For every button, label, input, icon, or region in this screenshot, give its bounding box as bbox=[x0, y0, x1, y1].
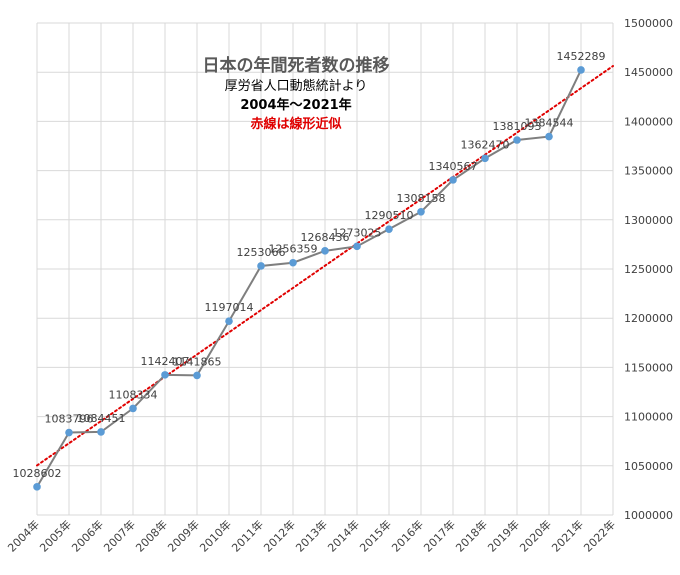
trendline bbox=[36, 65, 614, 467]
y-tick-label: 1150000 bbox=[624, 361, 673, 374]
data-point bbox=[417, 207, 425, 216]
x-tick-label: 2011年 bbox=[229, 517, 266, 554]
data-label: 1308158 bbox=[397, 192, 446, 205]
data-label: 1142407 bbox=[141, 355, 190, 368]
data-label: 1108334 bbox=[109, 388, 158, 401]
data-point bbox=[577, 66, 585, 74]
x-tick-label: 2016年 bbox=[389, 517, 426, 554]
data-label: 1141865 bbox=[173, 355, 222, 368]
x-tick-label: 2004年 bbox=[5, 517, 42, 554]
y-tick-label: 1450000 bbox=[624, 66, 673, 79]
x-tick-label: 2010年 bbox=[197, 517, 234, 554]
series-layer bbox=[33, 66, 585, 491]
x-tick-label: 2018年 bbox=[453, 517, 490, 554]
y-tick-label: 1400000 bbox=[624, 115, 673, 128]
data-point bbox=[257, 262, 265, 270]
data-point bbox=[193, 371, 201, 380]
data-point bbox=[161, 371, 169, 379]
data-point bbox=[289, 258, 297, 267]
data-label: 1256359 bbox=[269, 243, 318, 256]
data-label: 1083796 bbox=[45, 413, 94, 426]
x-tick-label: 2007年 bbox=[101, 517, 138, 554]
data-point bbox=[545, 132, 553, 141]
data-point bbox=[225, 317, 233, 325]
data-point bbox=[385, 225, 393, 233]
x-tick-label: 2009年 bbox=[165, 517, 202, 554]
data-point bbox=[97, 428, 105, 436]
x-tick-label: 2012年 bbox=[261, 517, 298, 554]
y-tick-label: 1000000 bbox=[624, 509, 673, 522]
data-label: 1362470 bbox=[461, 138, 510, 151]
chart-subtitle-trend-note: 赤線は線形近似 bbox=[250, 116, 341, 132]
x-tick-label: 2015年 bbox=[357, 517, 394, 554]
data-label: 1381093 bbox=[493, 120, 542, 133]
data-point bbox=[321, 247, 329, 255]
x-tick-label: 2005年 bbox=[37, 517, 74, 554]
data-point bbox=[513, 136, 521, 144]
trend-layer bbox=[36, 65, 614, 467]
grid-layer bbox=[36, 22, 614, 516]
x-tick-label: 2008年 bbox=[133, 517, 170, 554]
y-tick-label: 1100000 bbox=[624, 411, 673, 424]
data-point bbox=[33, 483, 41, 491]
data-label: 1268436 bbox=[301, 231, 350, 244]
chart-subtitle-period: 2004年〜2021年 bbox=[240, 97, 351, 113]
x-tick-label: 2006年 bbox=[69, 517, 106, 554]
x-tick-label: 2020年 bbox=[517, 517, 554, 554]
y-tick-label: 1500000 bbox=[624, 17, 673, 30]
data-point bbox=[65, 428, 73, 437]
data-label: 1197014 bbox=[205, 301, 254, 314]
data-point bbox=[449, 176, 457, 184]
data-label: 1253066 bbox=[237, 246, 286, 259]
data-label: 1340567 bbox=[429, 160, 478, 173]
x-tick-label: 2013年 bbox=[293, 517, 330, 554]
data-label: 1028602 bbox=[13, 467, 62, 480]
chart-subtitle-source: 厚労省人口動態統計より bbox=[225, 78, 368, 94]
x-tick-label: 2014年 bbox=[325, 517, 362, 554]
data-label: 1084451 bbox=[77, 412, 126, 425]
data-label: 1384544 bbox=[525, 117, 574, 130]
data-point bbox=[481, 154, 489, 163]
y-tick-label: 1200000 bbox=[624, 312, 673, 325]
x-tick-label: 2019年 bbox=[485, 517, 522, 554]
data-point bbox=[353, 242, 361, 251]
chart-title: 日本の年間死者数の推移 bbox=[203, 55, 390, 76]
x-tick-label: 2017年 bbox=[421, 517, 458, 554]
series-line bbox=[36, 69, 582, 488]
data-point bbox=[129, 404, 137, 413]
y-tick-label: 1350000 bbox=[624, 165, 673, 178]
data-label: 1273025 bbox=[333, 226, 382, 239]
y-tick-label: 1250000 bbox=[624, 263, 673, 276]
title-block: 日本の年間死者数の推移 厚労省人口動態統計より 2004年〜2021年 赤線は線… bbox=[203, 55, 390, 132]
y-tick-label: 1300000 bbox=[624, 214, 673, 227]
y-tick-label: 1050000 bbox=[624, 460, 673, 473]
x-tick-label: 2022年 bbox=[581, 517, 618, 554]
x-tick-label: 2021年 bbox=[549, 517, 586, 554]
data-label: 1452289 bbox=[557, 50, 606, 63]
data-label: 1290510 bbox=[365, 209, 414, 222]
